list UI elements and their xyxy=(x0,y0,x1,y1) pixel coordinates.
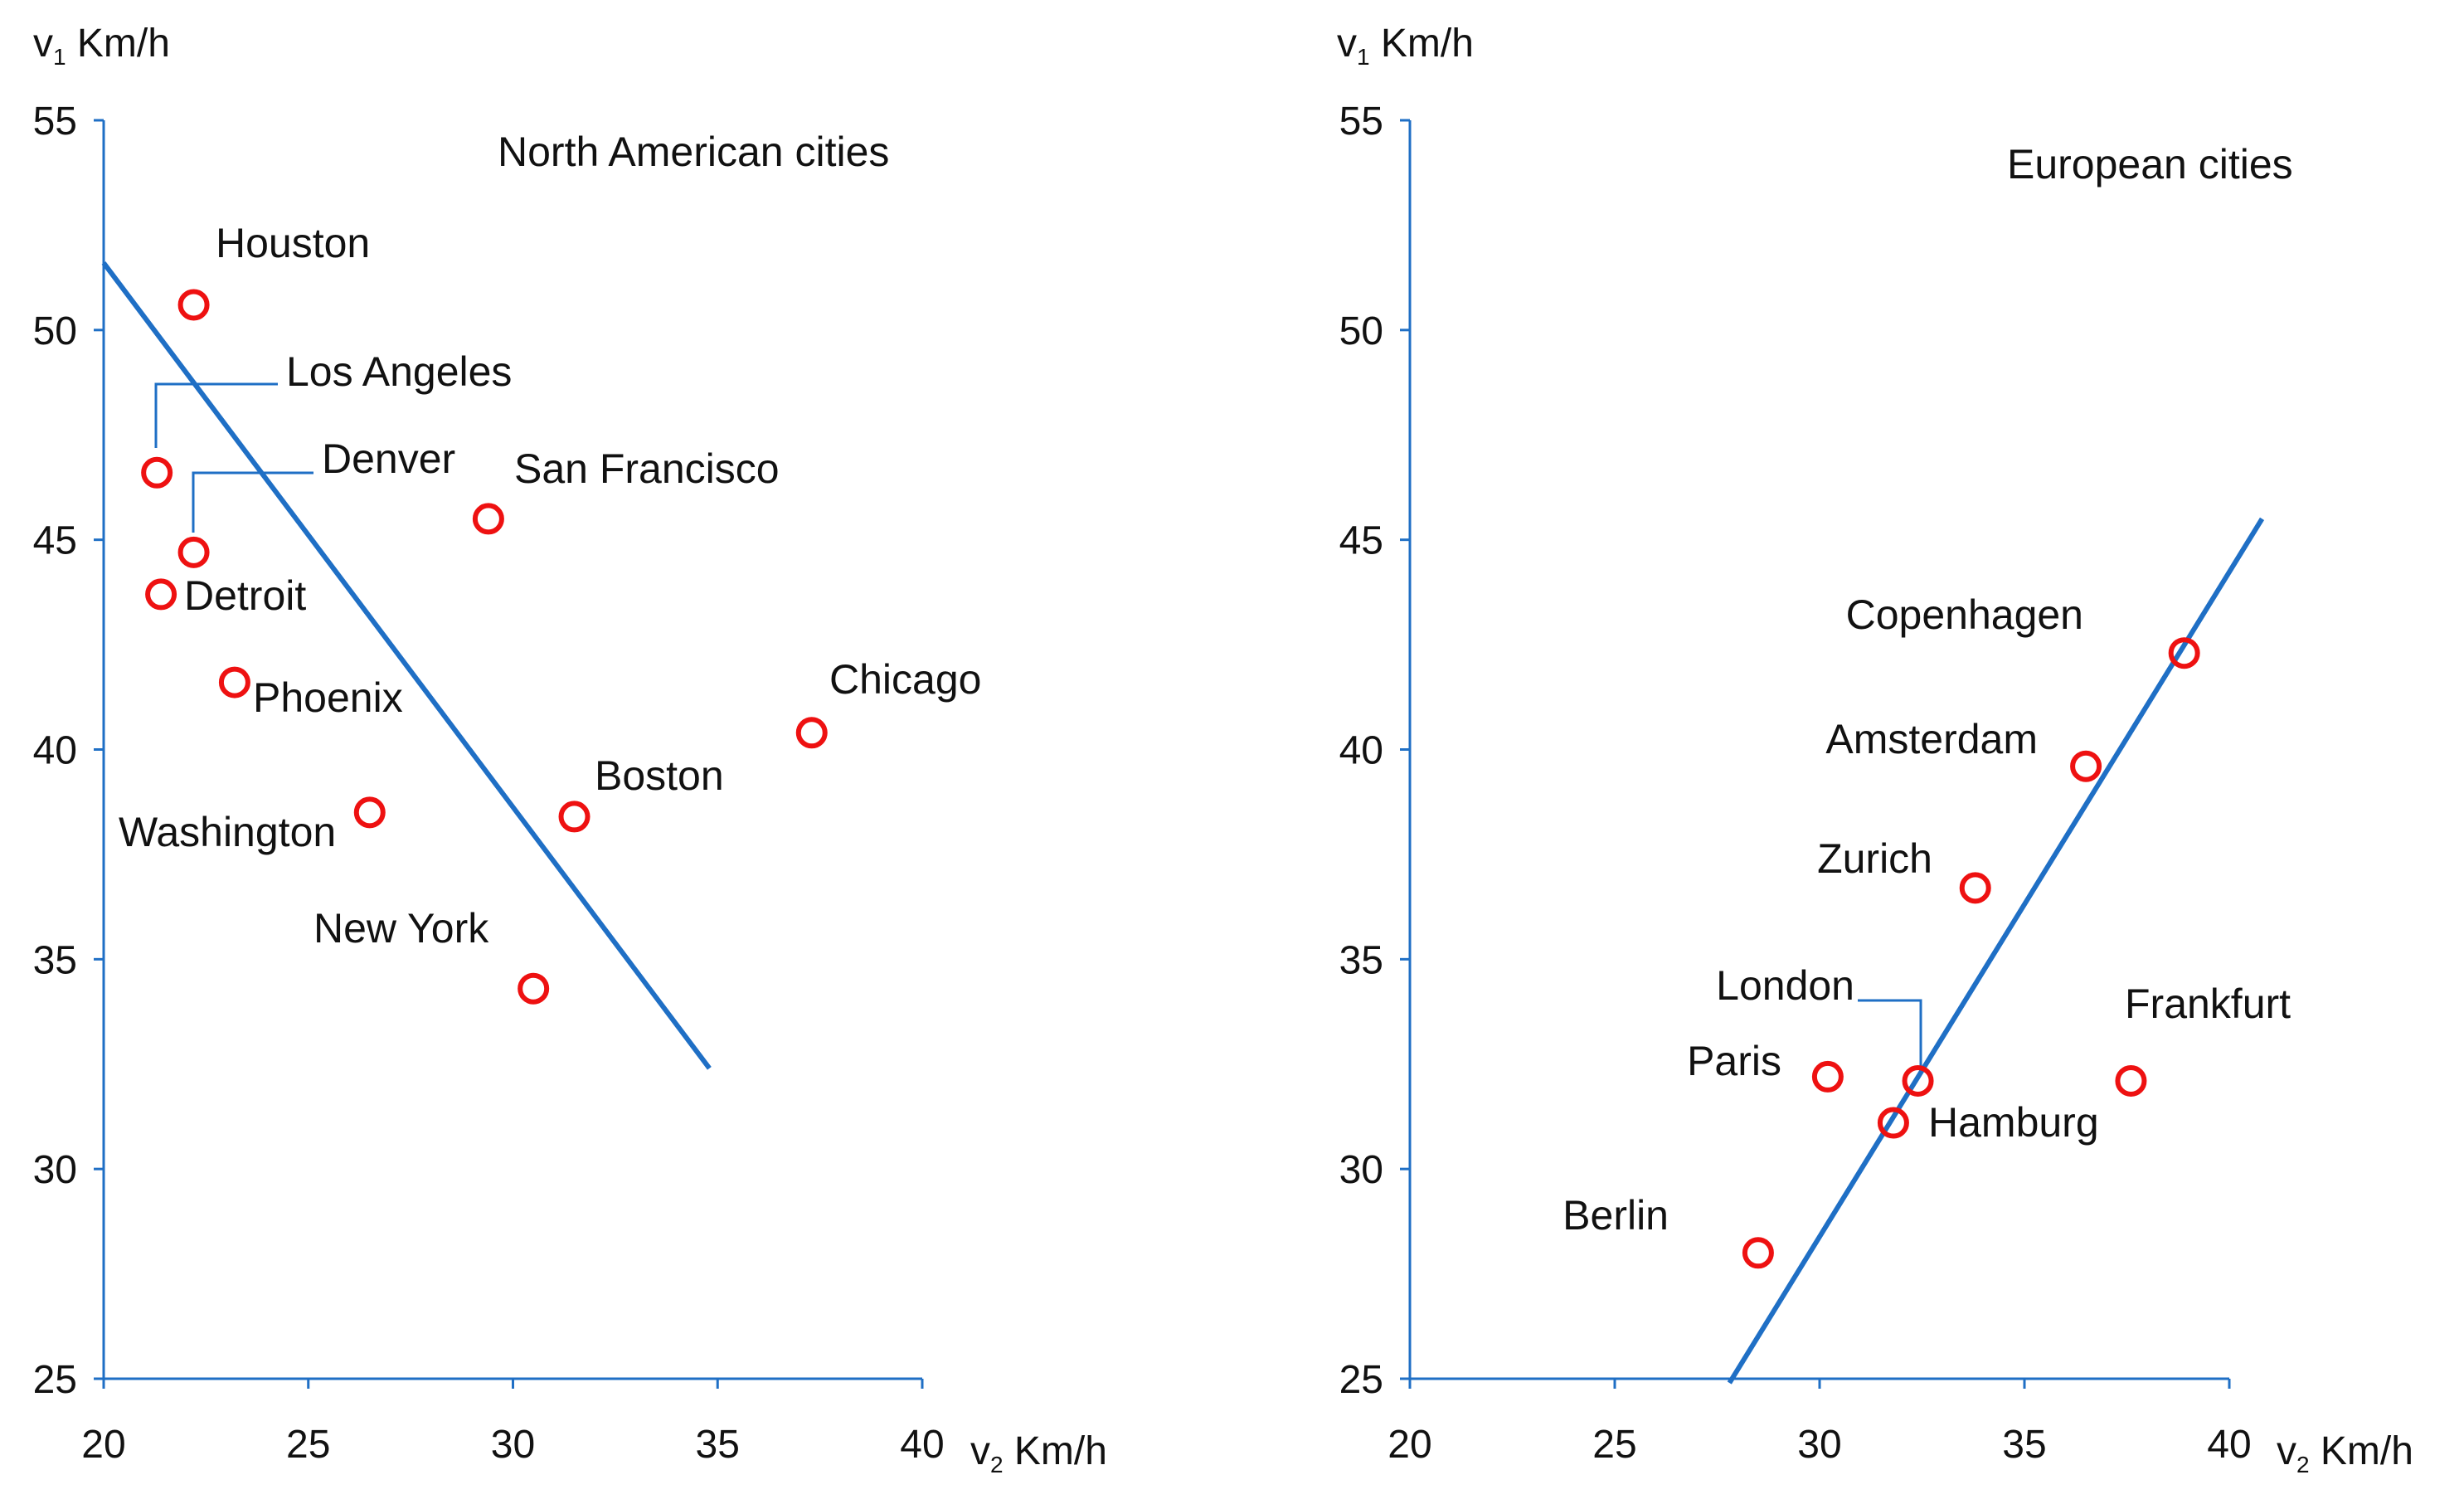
point-label: Los Angeles xyxy=(286,348,512,395)
x-tick-label: 40 xyxy=(2207,1423,2251,1467)
point-label: Berlin xyxy=(1562,1192,1669,1239)
data-point-zurich xyxy=(1959,872,1991,904)
data-point-hamburg xyxy=(1877,1107,1909,1139)
y-tick-label: 25 xyxy=(33,1358,77,1402)
point-label: New York xyxy=(313,905,489,952)
point-label: Chicago xyxy=(829,656,981,703)
data-point-frankfurt xyxy=(2115,1064,2147,1097)
x-tick-label: 20 xyxy=(81,1423,125,1467)
data-point-phoenix xyxy=(218,666,250,698)
y-tick-label: 35 xyxy=(1339,938,1383,982)
point-label: Zurich xyxy=(1817,835,1932,882)
trend-line xyxy=(1727,517,2265,1385)
y-tick-label: 45 xyxy=(1339,519,1383,563)
point-label: Washington xyxy=(119,809,336,855)
point-label: Hamburg xyxy=(1928,1099,2099,1146)
x-tick-label: 25 xyxy=(286,1423,330,1467)
point-label: Paris xyxy=(1687,1038,1781,1084)
data-point-new-york xyxy=(518,972,550,1005)
x-axis-title: v2 Km/h xyxy=(2277,1429,2413,1477)
data-point-denver xyxy=(177,536,210,568)
data-point-boston xyxy=(558,801,590,833)
x-tick-label: 20 xyxy=(1388,1423,1431,1467)
y-tick-label: 45 xyxy=(33,519,77,563)
y-tick-label: 35 xyxy=(33,938,77,982)
y-tick-label: 30 xyxy=(33,1148,77,1192)
y-tick-label: 55 xyxy=(1339,100,1383,144)
data-point-berlin xyxy=(1742,1237,1774,1269)
y-tick-label: 40 xyxy=(33,729,77,773)
data-point-london xyxy=(1902,1064,1934,1097)
x-tick-label: 30 xyxy=(1797,1423,1841,1467)
y-axis-title: v1 Km/h xyxy=(1337,22,1474,70)
point-label: Houston xyxy=(216,220,370,266)
trend-line xyxy=(101,261,712,1070)
y-tick-label: 55 xyxy=(33,100,77,144)
x-tick-label: 40 xyxy=(900,1423,944,1467)
x-tick-label: 35 xyxy=(696,1423,740,1467)
label-leader-line xyxy=(1858,999,1922,1068)
label-leader-line xyxy=(154,382,278,448)
point-label: Phoenix xyxy=(253,674,403,721)
x-tick-label: 35 xyxy=(2002,1423,2046,1467)
point-label: Detroit xyxy=(184,572,306,619)
y-tick-label: 25 xyxy=(1339,1358,1383,1402)
point-label: Frankfurt xyxy=(2125,981,2291,1027)
label-leader-line xyxy=(192,471,313,533)
data-point-washington xyxy=(353,796,386,829)
data-point-los-angeles xyxy=(141,456,173,489)
point-label: Boston xyxy=(595,752,724,799)
y-tick-label: 40 xyxy=(1339,729,1383,773)
data-point-san-francisco xyxy=(472,503,504,535)
chart-title: European cities xyxy=(2007,141,2293,187)
y-axis-title: v1 Km/h xyxy=(33,22,170,70)
x-tick-label: 30 xyxy=(491,1423,535,1467)
y-tick-label: 50 xyxy=(1339,309,1383,353)
data-point-copenhagen xyxy=(2168,637,2200,669)
data-point-paris xyxy=(1811,1060,1844,1093)
data-point-amsterdam xyxy=(2070,750,2102,782)
chart-title: North American cities xyxy=(498,129,889,175)
point-label: Denver xyxy=(322,436,455,482)
y-tick-label: 50 xyxy=(33,309,77,353)
x-tick-label: 25 xyxy=(1592,1423,1636,1467)
point-label: San Francisco xyxy=(514,445,780,492)
point-label: Amsterdam xyxy=(1825,716,2038,762)
y-tick-label: 30 xyxy=(1339,1148,1383,1192)
point-label: Copenhagen xyxy=(1846,591,2083,638)
data-point-houston xyxy=(177,289,210,321)
data-point-detroit xyxy=(145,578,177,611)
data-point-chicago xyxy=(795,717,828,749)
x-axis-title: v2 Km/h xyxy=(970,1429,1107,1477)
point-label: London xyxy=(1716,962,1854,1009)
